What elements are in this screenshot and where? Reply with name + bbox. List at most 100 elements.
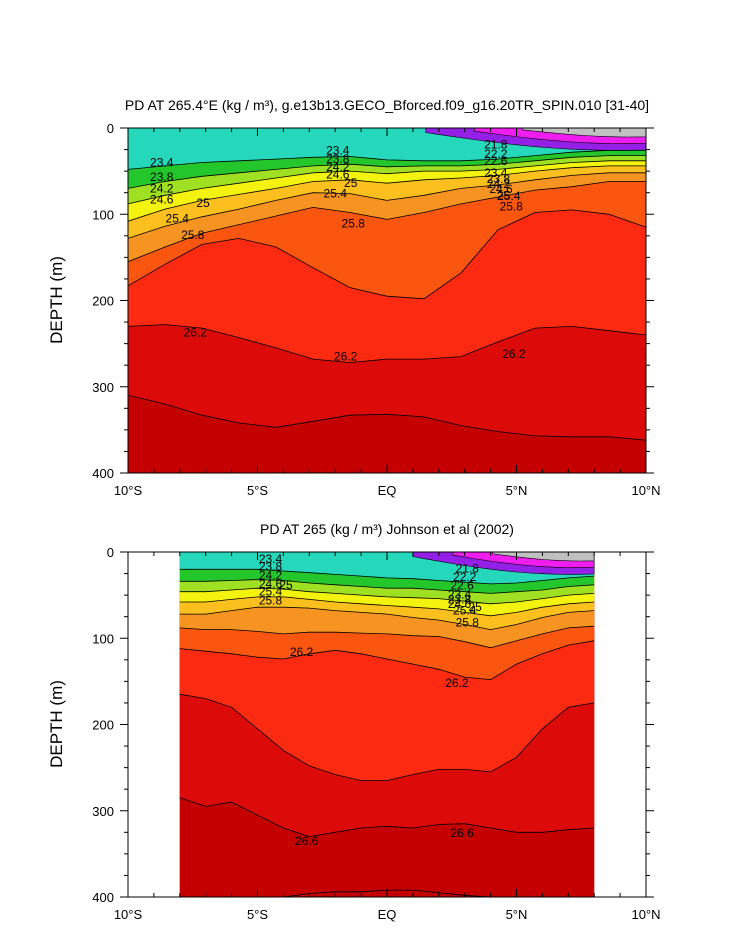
y-tick-label: 100 (92, 207, 114, 222)
contour-label: 23.4 (326, 143, 350, 157)
top-panel-contour-labels: 23.423.824.224.6 2525.425.823.423.824.224… (150, 137, 526, 363)
contour-label: 23.4 (484, 166, 508, 180)
contour-label: 23.8 (487, 172, 511, 186)
y-tick-label: 0 (107, 545, 114, 560)
contour-label: 26.2 (445, 676, 469, 690)
top-panel-density-fills (128, 128, 646, 473)
y-tick-label: 100 (92, 631, 114, 646)
y-tick-label: 300 (92, 380, 114, 395)
contour-label: 24.2 (259, 568, 283, 582)
contour-label: 24.2 (487, 177, 511, 191)
contour-label: 26.2 (290, 645, 314, 659)
contour-label: 23.4 (150, 156, 174, 170)
contour-line-23.8 (128, 155, 646, 189)
x-tick-label: 5°S (247, 483, 268, 498)
contour-line-24.2 (128, 160, 646, 205)
bottom-panel-contour-labels: 23.423.824.224.62525.425.821.822.222.623… (259, 552, 482, 848)
surface-contour-line-21.8 (412, 552, 595, 575)
contour-line-25.0 (128, 172, 646, 239)
contour-label: 25.4 (324, 187, 348, 201)
contour-label: 26.6 (295, 834, 319, 848)
contour-label: 25.4 (259, 585, 283, 599)
y-tick-label: 400 (92, 466, 114, 481)
contour-label: 26.2 (502, 347, 526, 361)
bottom-panel: PD AT 265 (kg / m³) Johnson et al (2002)… (47, 521, 661, 922)
contour-line-24.2 (179, 587, 595, 605)
contour-label: 25 (468, 600, 482, 614)
bottom-panel-title: PD AT 265 (kg / m³) Johnson et al (2002) (260, 521, 514, 537)
y-tick-label: 0 (107, 121, 114, 136)
contour-label: 23.8 (448, 592, 472, 606)
contour-line-26.2 (128, 324, 646, 364)
surface-contour-line-21.4 (452, 552, 595, 569)
contour-label: 25 (344, 176, 358, 190)
contour-label: 23.4 (259, 552, 283, 566)
contour-label: 24.6 (259, 577, 283, 591)
contour-label: 21.8 (484, 137, 508, 151)
surface-contour-line-21.0 (492, 552, 595, 562)
surface-contour-line-21.0 (522, 128, 646, 138)
contour-line-25.8 (179, 640, 595, 681)
top-panel-axis-ticks: 10°S 5°S EQ 5°N 10°N 0 100 200 300 400 (92, 121, 660, 498)
bottom-panel-contour-lines (179, 552, 595, 897)
x-tick-label: 10°N (631, 483, 660, 498)
contour-label: 25 (196, 196, 210, 210)
x-tick-label: EQ (378, 483, 397, 498)
contour-label: 22.6 (484, 154, 508, 168)
contour-label: 25.8 (456, 616, 480, 630)
bottom-panel-axis-ticks: 10°S 5°S EQ 5°N 10°N 0 100 200 300 400 (92, 545, 660, 922)
x-tick-label: 5°N (506, 907, 528, 922)
bottom-panel-density-fills (179, 552, 595, 897)
contour-label: 25.8 (259, 593, 283, 607)
x-tick-label: 5°N (506, 483, 528, 498)
contour-line-26.6 (128, 395, 646, 441)
surface-contour-line-21.4 (474, 128, 646, 145)
contour-label: 25.8 (181, 228, 205, 242)
x-tick-label: EQ (378, 907, 397, 922)
contour-line-25.4 (179, 625, 595, 649)
surface-band-21.0 (492, 552, 595, 561)
contour-line-25.8 (128, 209, 646, 300)
contour-label: 25.4 (166, 212, 190, 226)
contour-label: 22.2 (453, 570, 477, 584)
contour-label: 25.8 (500, 200, 524, 214)
contour-label: 24.6 (326, 168, 350, 182)
contour-line-23.4 (128, 149, 646, 170)
contour-label: 25 (497, 188, 511, 202)
top-panel-contour-lines (128, 128, 646, 441)
y-tick-label: 200 (92, 294, 114, 309)
contour-label: 23.8 (259, 560, 283, 574)
contour-label: 23.4 (448, 587, 472, 601)
contour-label: 22.2 (484, 147, 508, 161)
contour-label: 21.8 (456, 561, 480, 575)
x-tick-label: 10°N (631, 907, 660, 922)
contour-label: 24.2 (150, 181, 174, 195)
contour-line-23.4 (179, 568, 595, 585)
contour-label: 25 (279, 578, 293, 592)
contour-line-24.6 (128, 165, 646, 222)
contour-line-23.8 (179, 579, 595, 594)
contour-label: 24.2 (326, 160, 350, 174)
contour-label: 24.6 (150, 193, 174, 207)
contour-label: 25.4 (497, 189, 521, 203)
contour-label: 26.6 (450, 826, 474, 840)
contour-label: 24.6 (448, 597, 472, 611)
y-tick-label: 200 (92, 718, 114, 733)
y-tick-label: 400 (92, 890, 114, 905)
top-panel-y-axis-label: DEPTH (m) (47, 256, 66, 344)
surface-band-21.0 (522, 128, 646, 137)
contour-line-24.6 (179, 596, 595, 617)
y-tick-label: 300 (92, 804, 114, 819)
contour-line-25.4 (128, 181, 646, 263)
contour-label: 26.2 (334, 350, 358, 364)
contour-label: 23.8 (150, 170, 174, 184)
top-panel: PD AT 265.4°E (kg / m³), g.e13b13.GECO_B… (47, 97, 661, 498)
contour-label: 24.6 (489, 182, 513, 196)
x-tick-label: 10°S (114, 483, 143, 498)
contour-label: 25.8 (342, 217, 366, 231)
contour-label: 22.6 (450, 579, 474, 593)
top-panel-title: PD AT 265.4°E (kg / m³), g.e13b13.GECO_B… (125, 97, 649, 113)
bottom-panel-y-axis-label: DEPTH (m) (47, 680, 66, 768)
contour-label: 23.8 (326, 152, 350, 166)
